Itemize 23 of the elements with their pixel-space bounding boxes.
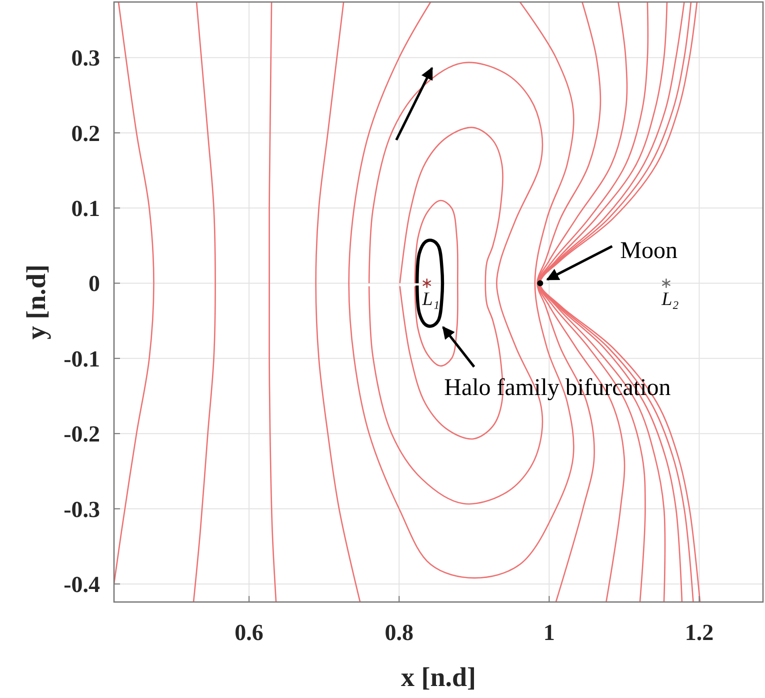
x-tick-label: 0.6 [234, 620, 264, 645]
line-series [414, 200, 458, 367]
x-tick-label: 1.2 [684, 620, 714, 645]
y-tick-label: -0.3 [64, 496, 100, 522]
line-series [114, 2, 154, 585]
y-tick-label: -0.2 [64, 422, 100, 447]
line-series [416, 238, 444, 328]
y-tick-label: 0.2 [71, 120, 100, 146]
series-label: L₁ [421, 289, 440, 310]
y-tick-label: -0.4 [64, 572, 100, 597]
x-axis-title: x [n.d] [400, 662, 476, 692]
line-series [192, 2, 216, 602]
y-axis-title: y [n.d] [21, 264, 51, 340]
annotation: Moon [620, 238, 678, 264]
series-label: L₂ [660, 289, 680, 310]
y-tick-label: -0.1 [64, 346, 100, 372]
y-tick-label: 0 [88, 271, 100, 296]
line-series [268, 2, 277, 602]
x-tick-label: 1 [543, 620, 555, 645]
line-series [315, 2, 361, 602]
x-tick-label: 0.8 [384, 620, 414, 645]
y-tick-label: 0.3 [71, 46, 100, 71]
y-tick-label: 0.1 [71, 196, 100, 222]
